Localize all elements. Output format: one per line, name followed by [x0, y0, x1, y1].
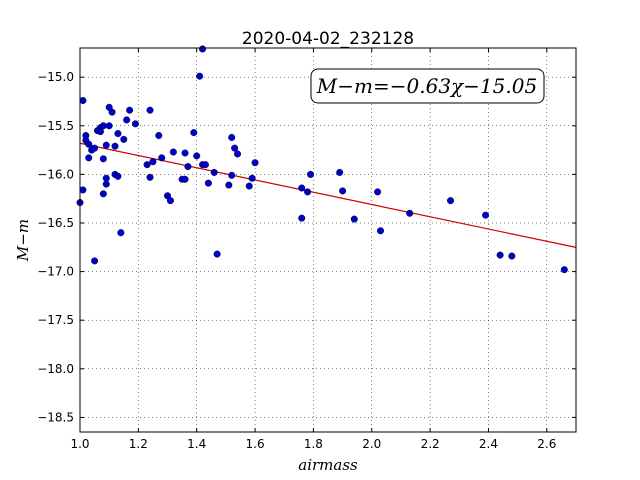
- scatter-point: [213, 250, 221, 258]
- x-tick-label: 2.4: [479, 437, 498, 451]
- scatter-point: [146, 106, 154, 114]
- scatter-point: [201, 161, 209, 169]
- scatter-point: [304, 188, 312, 196]
- scatter-point: [155, 131, 163, 139]
- x-tick-label: 1.0: [70, 437, 89, 451]
- scatter-point: [131, 120, 139, 128]
- fit-annotation-box: [310, 68, 545, 104]
- scatter-point: [508, 252, 516, 260]
- scatter-point: [105, 122, 113, 130]
- plot-area: [76, 45, 577, 433]
- scatter-point: [108, 108, 116, 116]
- x-tick-labels: 1.0 1.2 1.4 1.6 1.8 2.0 2.2 2.4 2.6: [70, 437, 556, 451]
- y-axis-label: M−m: [14, 219, 32, 262]
- scatter-point: [181, 175, 189, 183]
- scatter-point: [158, 154, 166, 162]
- scatter-point: [102, 141, 110, 149]
- scatter-point: [102, 174, 110, 182]
- scatter-point: [102, 180, 110, 188]
- scatter-point: [196, 72, 204, 80]
- x-axis-label: airmass: [298, 456, 358, 474]
- scatter-point: [228, 171, 236, 179]
- scatter-point: [111, 142, 119, 150]
- plot-frame: [79, 47, 577, 433]
- scatter-point: [79, 186, 87, 194]
- scatter-point: [447, 197, 455, 205]
- x-tick-label: 2.0: [362, 437, 381, 451]
- x-tick-label: 1.8: [304, 437, 323, 451]
- scatter-point: [234, 150, 242, 158]
- scatter-point: [99, 122, 107, 130]
- scatter-point: [149, 158, 157, 166]
- y-tick-label: −16.5: [37, 216, 74, 230]
- y-tick-label: −15.5: [37, 119, 74, 133]
- scatter-point: [96, 128, 104, 136]
- scatter-point: [228, 133, 236, 141]
- plot-background: [80, 48, 576, 432]
- scatter-point: [336, 168, 344, 176]
- scatter-points: [76, 45, 568, 274]
- y-tick-label: −17.5: [37, 313, 74, 327]
- scatter-point: [225, 181, 233, 189]
- x-tick-label: 2.2: [421, 437, 440, 451]
- y-tick-label: −16.0: [37, 167, 74, 181]
- x-tick-label: 1.2: [129, 437, 148, 451]
- scatter-point: [190, 129, 198, 137]
- scatter-point: [169, 148, 177, 156]
- scatter-point: [245, 182, 253, 190]
- scatter-point: [143, 161, 151, 169]
- grid: [79, 48, 576, 432]
- scatter-point: [184, 163, 192, 171]
- fit-annotation: M−m=−0.63χ−15.05: [310, 68, 545, 104]
- axis-ticks: [79, 48, 576, 432]
- scatter-point: [339, 187, 347, 195]
- scatter-point: [91, 257, 99, 265]
- y-tick-label: −18.0: [37, 362, 74, 376]
- y-tick-labels: −15.0 −15.5 −16.0 −16.5 −17.0 −17.5 −18.0 −18.5: [37, 70, 74, 424]
- scatter-point: [251, 159, 259, 167]
- scatter-point: [406, 209, 414, 217]
- scatter-point: [99, 155, 107, 163]
- y-tick-label: −17.0: [37, 265, 74, 279]
- scatter-point: [120, 135, 128, 143]
- scatter-point: [210, 168, 218, 176]
- scatter-point: [306, 170, 314, 178]
- scatter-point: [248, 174, 256, 182]
- x-tick-label: 1.4: [187, 437, 206, 451]
- scatter-point: [181, 149, 189, 157]
- scatter-point: [166, 197, 174, 205]
- scatter-point: [199, 45, 207, 53]
- scatter-point: [85, 140, 93, 148]
- scatter-point: [377, 227, 385, 235]
- y-tick-label: −18.5: [37, 410, 74, 424]
- scatter-point: [123, 116, 131, 124]
- scatter-point: [374, 188, 382, 196]
- scatter-point: [126, 106, 134, 114]
- fit-annotation-text: M−m=−0.63χ−15.05: [316, 74, 537, 98]
- chart-title: 2020-04-02_232128: [242, 29, 414, 49]
- scatter-point: [560, 266, 568, 274]
- scatter-point: [99, 190, 107, 198]
- scatter-point: [204, 179, 212, 187]
- scatter-point: [298, 214, 306, 222]
- scatter-point: [117, 229, 125, 237]
- y-tick-label: −15.0: [37, 70, 74, 84]
- x-tick-label: 2.6: [537, 437, 556, 451]
- x-tick-label: 1.6: [246, 437, 265, 451]
- scatter-point: [85, 154, 93, 162]
- scatter-point: [91, 144, 99, 152]
- scatter-point: [114, 172, 122, 180]
- scatter-point: [298, 184, 306, 192]
- scatter-point: [79, 96, 87, 104]
- scatter-point: [496, 251, 504, 259]
- scatter-point: [482, 211, 490, 219]
- scatter-point: [193, 152, 201, 160]
- scatter-point: [114, 130, 122, 138]
- scatter-point: [350, 215, 358, 223]
- scatter-point: [231, 144, 239, 152]
- scatter-point: [146, 173, 154, 181]
